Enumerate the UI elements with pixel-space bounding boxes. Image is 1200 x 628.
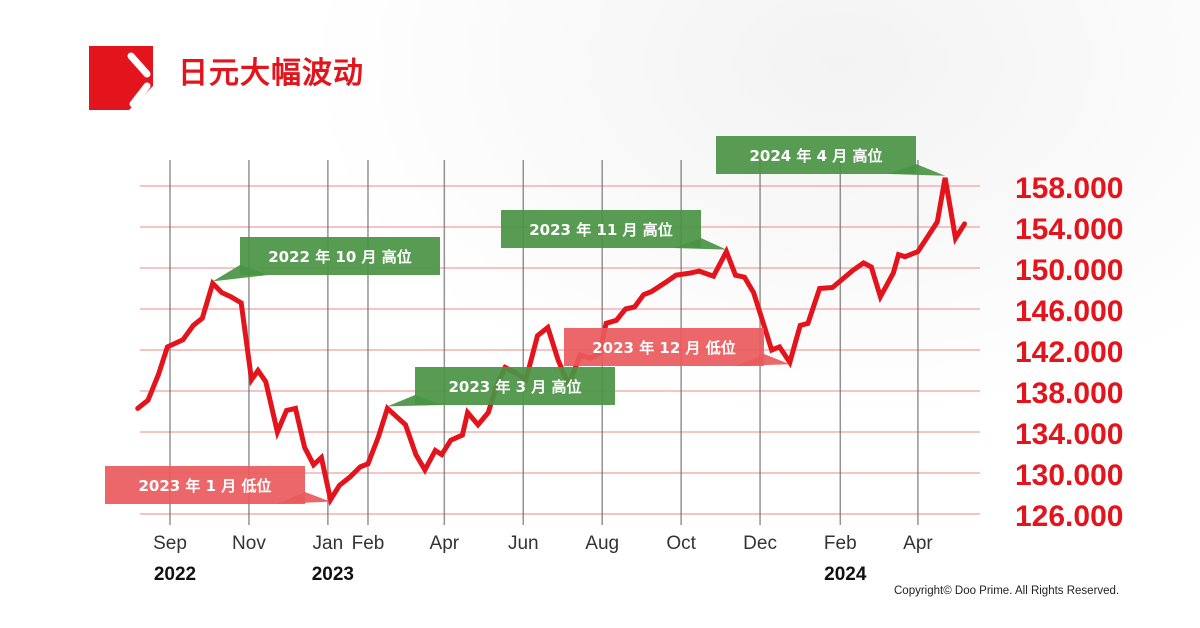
x-tick-label: Feb — [824, 533, 857, 554]
x-tick-label: Feb — [352, 533, 385, 554]
usd-jpy-series-line — [135, 177, 967, 507]
x-tick-label: Jun — [508, 533, 539, 554]
annotation-box-high — [415, 367, 615, 405]
annotation-box-high — [240, 237, 440, 275]
x-tick-label: Apr — [903, 533, 933, 554]
annotation-label: 2023 年 1 月 低位 — [138, 477, 271, 495]
x-tick-label: Jan — [313, 533, 344, 554]
page-title: 日元大幅波动 — [178, 56, 364, 91]
year-label: 2023 — [312, 564, 354, 585]
annotation-label: 2023 年 3 月 高位 — [448, 378, 581, 396]
annotation-box-low — [105, 466, 305, 504]
x-tick-label: Apr — [430, 533, 460, 554]
year-label: 2022 — [154, 564, 196, 585]
annotation-box-high — [716, 136, 916, 174]
y-tick-label: 130.000 — [1015, 459, 1123, 492]
y-tick-label: 126.000 — [1015, 500, 1123, 533]
y-tick-label: 142.000 — [1015, 336, 1123, 369]
y-tick-label: 158.000 — [1015, 172, 1123, 205]
annotation-label: 2023 年 11 月 高位 — [529, 221, 673, 239]
copyright-text: Copyright© Doo Prime. All Rights Reserve… — [894, 585, 1120, 597]
y-tick-label: 138.000 — [1015, 377, 1123, 410]
annotation-label: 2024 年 4 月 高位 — [749, 147, 882, 165]
annotation-box-low — [564, 328, 764, 366]
annotation-label: 2023 年 12 月 低位 — [592, 339, 736, 357]
x-tick-label: Aug — [585, 533, 619, 554]
year-label: 2024 — [824, 564, 867, 585]
x-tick-label: Nov — [232, 533, 266, 554]
x-tick-label: Sep — [153, 533, 187, 554]
annotation-label: 2022 年 10 月 高位 — [268, 248, 412, 266]
y-tick-label: 154.000 — [1015, 213, 1123, 246]
annotation-box-high — [501, 210, 701, 248]
x-tick-label: Dec — [743, 533, 777, 554]
y-tick-label: 146.000 — [1015, 295, 1123, 328]
doo-prime-logo-icon — [89, 46, 153, 110]
x-tick-label: Oct — [666, 533, 696, 554]
y-tick-label: 134.000 — [1015, 418, 1123, 451]
y-tick-label: 150.000 — [1015, 254, 1123, 287]
